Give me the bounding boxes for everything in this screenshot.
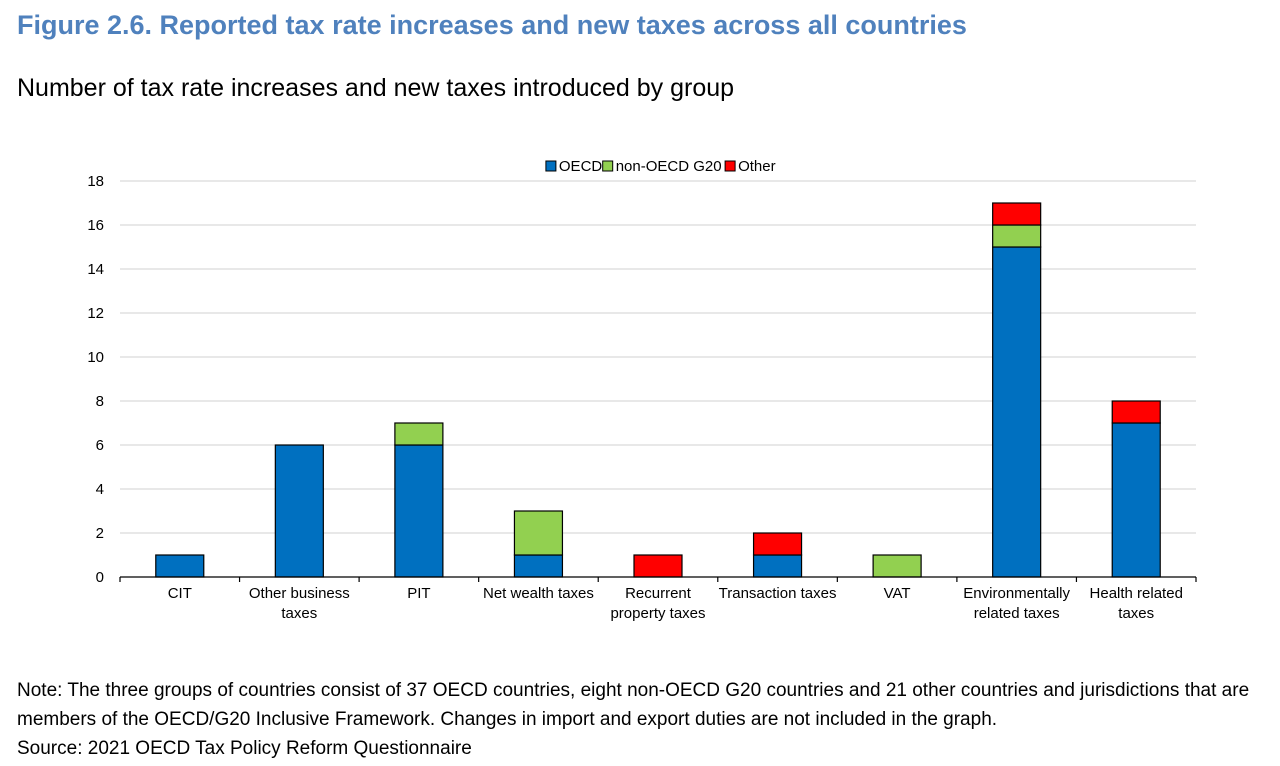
- y-tick-label: 12: [87, 305, 104, 322]
- y-axis-tick-labels: 0 2 4 6 8 10 12 14 16 18: [87, 173, 104, 586]
- bar-segment: [394, 422, 444, 446]
- x-category-label: Recurrent property taxes: [610, 585, 705, 622]
- x-axis: [119, 576, 1197, 582]
- figure-note-block: Note: The three groups of countries cons…: [17, 676, 1267, 763]
- figure-note: Note: The three groups of countries cons…: [17, 680, 1250, 730]
- legend-swatch: [602, 160, 614, 172]
- y-tick-label: 8: [96, 393, 104, 410]
- x-category-label: Health related taxes: [1090, 585, 1183, 622]
- bar-segment: [872, 554, 922, 578]
- bar-segment: [992, 224, 1042, 248]
- bar-segment: [1111, 400, 1161, 424]
- x-category-label: VAT: [884, 585, 911, 602]
- bar-segment: [513, 510, 564, 556]
- figure-source: Source: 2021 OECD Tax Policy Reform Ques…: [17, 738, 472, 759]
- y-tick-label: 14: [87, 261, 104, 278]
- bar-segment: [633, 554, 683, 578]
- figure-title: Figure 2.6. Reported tax rate increases …: [17, 10, 967, 40]
- x-category-label: Other business taxes: [249, 585, 350, 622]
- x-category-label: Net wealth taxes: [483, 585, 594, 602]
- bar-segment: [394, 444, 444, 578]
- stacked-bar-chart: 0 2 4 6 8 10 12 14 16 18 CIT Other business taxes PI…: [87, 158, 1197, 622]
- legend-swatch: [545, 160, 557, 172]
- bar-segment: [1111, 422, 1161, 578]
- bar-segment: [752, 532, 803, 556]
- x-category-label: CIT: [168, 585, 192, 602]
- y-tick-label: 16: [87, 217, 104, 234]
- y-tick-label: 2: [96, 525, 104, 542]
- legend-swatch: [724, 160, 736, 172]
- legend-label: Other: [738, 158, 776, 175]
- bars: [155, 202, 1161, 578]
- legend: OECD non-OECD G20 Other: [545, 158, 776, 175]
- bar-segment: [513, 554, 564, 578]
- legend-label: non-OECD G20: [616, 158, 722, 175]
- y-tick-label: 0: [96, 569, 104, 586]
- x-category-label: Environmentally related taxes: [963, 585, 1070, 622]
- x-axis-category-labels: CIT Other business taxes PIT Net wealth taxe…: [168, 585, 1183, 622]
- bar-segment: [155, 554, 205, 578]
- bar-segment: [752, 554, 803, 578]
- bar-segment: [274, 444, 324, 578]
- y-tick-label: 6: [96, 437, 104, 454]
- y-tick-label: 10: [87, 349, 104, 366]
- x-category-label: Transaction taxes: [719, 585, 837, 602]
- x-category-label: PIT: [407, 585, 430, 602]
- bar-segment: [992, 202, 1042, 226]
- y-tick-label: 18: [87, 173, 104, 190]
- figure-subtitle: Number of tax rate increases and new tax…: [17, 74, 735, 102]
- bar-segment: [992, 246, 1042, 578]
- legend-label: OECD: [559, 158, 603, 175]
- y-tick-label: 4: [96, 481, 104, 498]
